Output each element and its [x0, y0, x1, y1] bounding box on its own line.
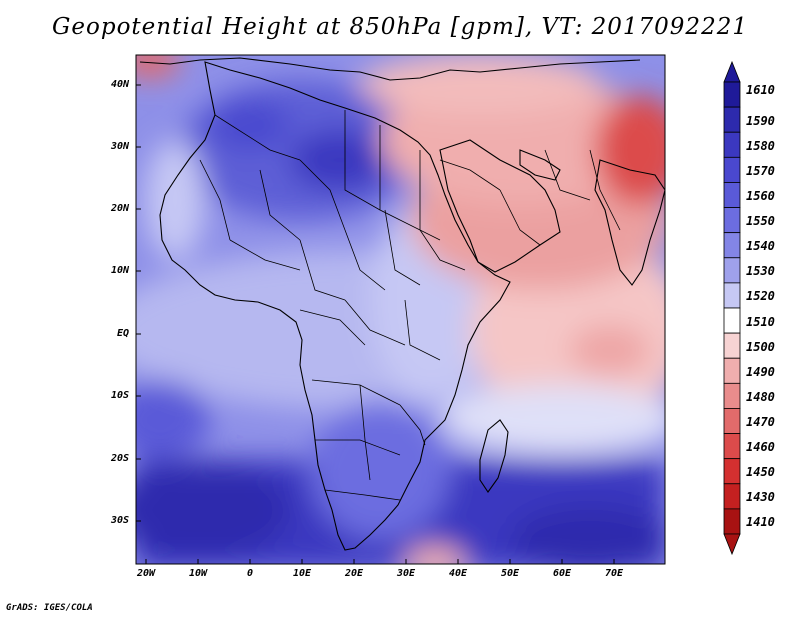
colorbar-swatch	[723, 156, 741, 183]
lat-label: EQ	[116, 328, 129, 339]
lon-label: 70E	[604, 568, 624, 579]
colorbar-swatch	[723, 81, 741, 108]
lat-label: 10S	[110, 390, 129, 401]
colorbar-swatch	[723, 433, 741, 460]
colorbar-level-label: 1530	[746, 264, 775, 279]
colorbar-swatch	[723, 307, 741, 334]
colorbar-swatch	[723, 458, 741, 485]
colorbar-level-label: 1550	[746, 214, 775, 229]
colorbar-swatch	[723, 207, 741, 234]
colorbar-bottom-arrow	[723, 533, 741, 556]
colorbar-swatch	[723, 332, 741, 359]
lon-label: 0	[246, 568, 254, 579]
lon-label: 10E	[292, 568, 312, 579]
colorbar-level-label: 1590	[746, 113, 775, 128]
country-borders	[199, 110, 621, 501]
colorbar-level-label: 1510	[746, 314, 775, 329]
lon-label: 20W	[136, 568, 156, 579]
colorbar-level-label: 1480	[746, 389, 775, 404]
map-title: Geopotential Height at 850hPa [gpm], VT:…	[52, 14, 748, 40]
lon-label: 50E	[500, 568, 520, 579]
colorbar-level-label: 1410	[746, 515, 775, 530]
colorbar-level-label: 1450	[746, 465, 775, 480]
colorbar-swatch	[723, 483, 741, 510]
colorbar-level-label: 1560	[746, 189, 775, 203]
colorbar-swatch	[723, 106, 741, 133]
colorbar-swatch	[723, 282, 741, 309]
colorbar-swatch	[723, 182, 741, 208]
lon-label: 10W	[188, 568, 208, 579]
colorbar-swatch	[723, 408, 741, 434]
colorbar-level-label: 1430	[746, 490, 775, 505]
lat-label: 30N	[110, 141, 129, 152]
colorbar-swatch	[723, 232, 741, 259]
contour-field	[136, 55, 665, 564]
lat-label: 30S	[110, 515, 129, 526]
colorbar-level-label: 1460	[746, 440, 775, 455]
colorbar-level-label: 1570	[746, 163, 775, 178]
colorbar-level-label: 1490	[746, 364, 775, 379]
lon-label: 20E	[344, 568, 364, 579]
axis-ticks	[136, 84, 615, 564]
plot-frame	[135, 54, 666, 565]
colorbar-level-label: 1520	[746, 289, 775, 304]
colorbar-level-label: 1540	[746, 239, 775, 254]
lat-label: 20S	[110, 453, 129, 464]
colorbar-swatch	[723, 382, 741, 409]
lat-label: 10N	[110, 265, 129, 276]
colorbar-swatch	[723, 131, 741, 158]
colorbar-level-label: 1500	[746, 339, 775, 354]
colorbar-level-label: 1470	[746, 415, 775, 429]
colorbar-level-label: 1610	[746, 82, 775, 97]
colorbar-top-arrow	[723, 60, 741, 83]
grads-credit: GrADS: IGES/COLA	[6, 603, 93, 613]
lon-label: 30E	[396, 568, 416, 579]
colorbar-swatch	[723, 357, 741, 384]
colorbar-swatch	[723, 257, 741, 284]
lon-label: 40E	[448, 568, 468, 579]
lon-label: 60E	[552, 568, 572, 579]
colorbar-swatch	[723, 508, 741, 535]
lat-label: 20N	[110, 203, 129, 214]
colorbar	[723, 60, 741, 556]
colorbar-level-label: 1580	[746, 138, 775, 153]
lat-label: 40N	[110, 79, 129, 90]
